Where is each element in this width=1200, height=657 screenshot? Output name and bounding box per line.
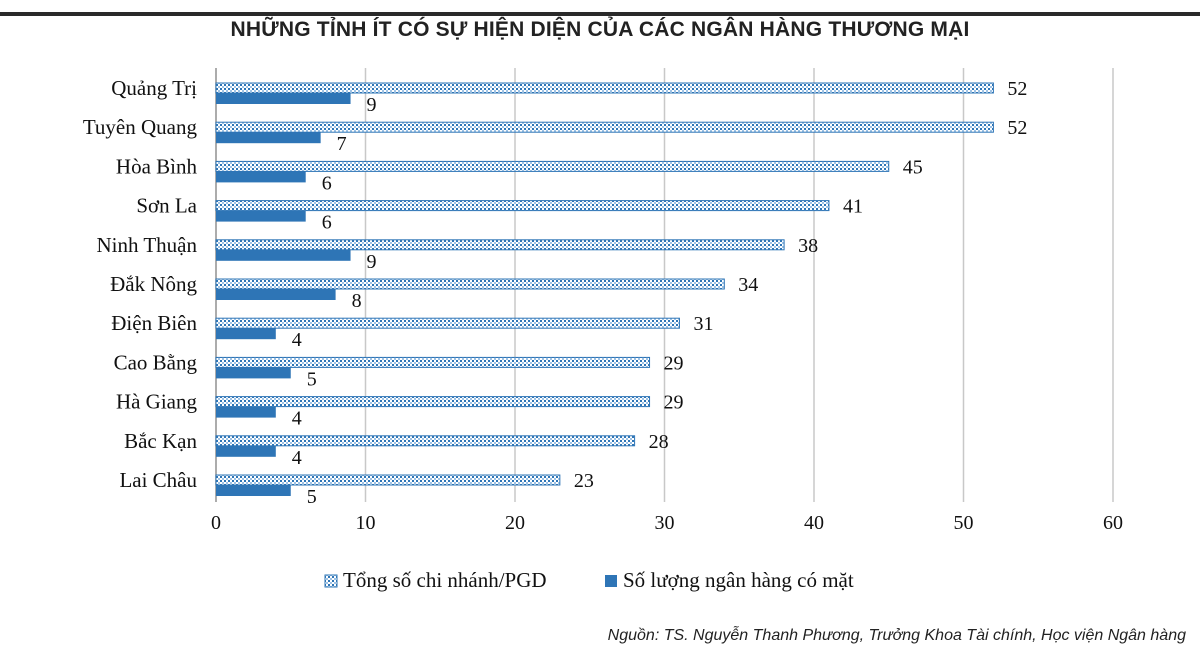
- bar-total-branches: [215, 396, 651, 408]
- top-rule: [0, 12, 1200, 16]
- category-label: Đắk Nông: [110, 272, 197, 296]
- bar-total-branches: [215, 474, 561, 486]
- data-label-total: 23: [574, 470, 594, 492]
- data-label-total: 38: [798, 235, 818, 257]
- data-label-banks: 4: [292, 408, 302, 430]
- x-tick-label: 20: [505, 512, 525, 534]
- bar-bank-count: [216, 328, 276, 340]
- data-label-total: 29: [664, 352, 684, 374]
- category-label: Điện Biên: [111, 311, 197, 335]
- bar-bank-count: [216, 485, 291, 496]
- data-label-banks: 4: [292, 447, 302, 469]
- data-label-banks: 4: [292, 329, 302, 351]
- category-label: Hòa Bình: [116, 154, 198, 178]
- category-label: Sơn La: [136, 194, 197, 218]
- x-tick-label: 50: [954, 512, 974, 534]
- bar-total-branches: [215, 435, 636, 447]
- bar-bank-count: [216, 93, 351, 104]
- data-label-banks: 7: [337, 133, 347, 155]
- source-note: Nguồn: TS. Nguyễn Thanh Phương, Trưởng K…: [607, 627, 1186, 644]
- category-label: Quảng Trị: [111, 76, 197, 100]
- bar-bank-count: [216, 289, 336, 300]
- bar-total-branches: [215, 239, 785, 251]
- bar-bank-count: [216, 132, 321, 144]
- legend: Tổng số chi nhánh/PGD Số lượng ngân hàng …: [324, 568, 854, 592]
- category-label: Bắc Kạn: [124, 429, 197, 453]
- data-label-total: 28: [649, 431, 669, 453]
- category-label: Tuyên Quang: [83, 115, 198, 139]
- bars: [215, 82, 994, 496]
- x-tick-label: 40: [804, 512, 824, 534]
- bar-bank-count: [216, 210, 306, 222]
- bar-total-branches: [215, 278, 725, 290]
- data-label-banks: 6: [322, 172, 332, 194]
- data-label-total: 31: [693, 313, 713, 335]
- data-label-total: 45: [903, 156, 923, 178]
- bar-total-branches: [215, 356, 651, 368]
- bar-bank-count: [216, 367, 291, 379]
- chart-title: NHỮNG TỈNH ÍT CÓ SỰ HIỆN DIỆN CỦA CÁC NG…: [230, 18, 970, 41]
- bar-bank-count: [216, 445, 276, 457]
- legend-label-banks: Số lượng ngân hàng có mặt: [623, 568, 854, 592]
- data-label-total: 52: [1007, 78, 1027, 100]
- data-label-banks: 9: [367, 94, 377, 116]
- data-label-banks: 9: [367, 251, 377, 273]
- legend-swatch-banks: [605, 575, 617, 587]
- legend-swatch-total: [324, 574, 338, 588]
- bar-total-branches: [215, 82, 994, 94]
- data-label-total: 34: [738, 274, 758, 296]
- legend-label-total: Tổng số chi nhánh/PGD: [343, 568, 547, 592]
- bar-total-branches: [215, 121, 994, 133]
- data-label-banks: 5: [307, 368, 317, 390]
- x-tick-label: 30: [655, 512, 675, 534]
- bar-total-branches: [215, 317, 680, 329]
- bar-total-branches: [215, 200, 830, 212]
- x-tick-label: 0: [211, 512, 221, 534]
- bar-bank-count: [216, 171, 306, 183]
- data-label-total: 41: [843, 196, 863, 218]
- data-label-total: 29: [664, 392, 684, 414]
- bar-bank-count: [216, 249, 351, 261]
- category-label: Cao Bằng: [114, 350, 198, 374]
- category-label: Ninh Thuận: [96, 233, 197, 257]
- x-tick-label: 60: [1103, 512, 1123, 534]
- data-label-total: 52: [1007, 117, 1027, 139]
- data-label-banks: 6: [322, 212, 332, 234]
- bar-bank-count: [216, 406, 276, 418]
- category-label: Hà Giang: [116, 390, 198, 414]
- bar-total-branches: [215, 160, 890, 172]
- x-tick-label: 10: [356, 512, 376, 534]
- data-label-banks: 8: [352, 290, 362, 312]
- category-label: Lai Châu: [119, 468, 197, 492]
- data-label-banks: 5: [307, 486, 317, 508]
